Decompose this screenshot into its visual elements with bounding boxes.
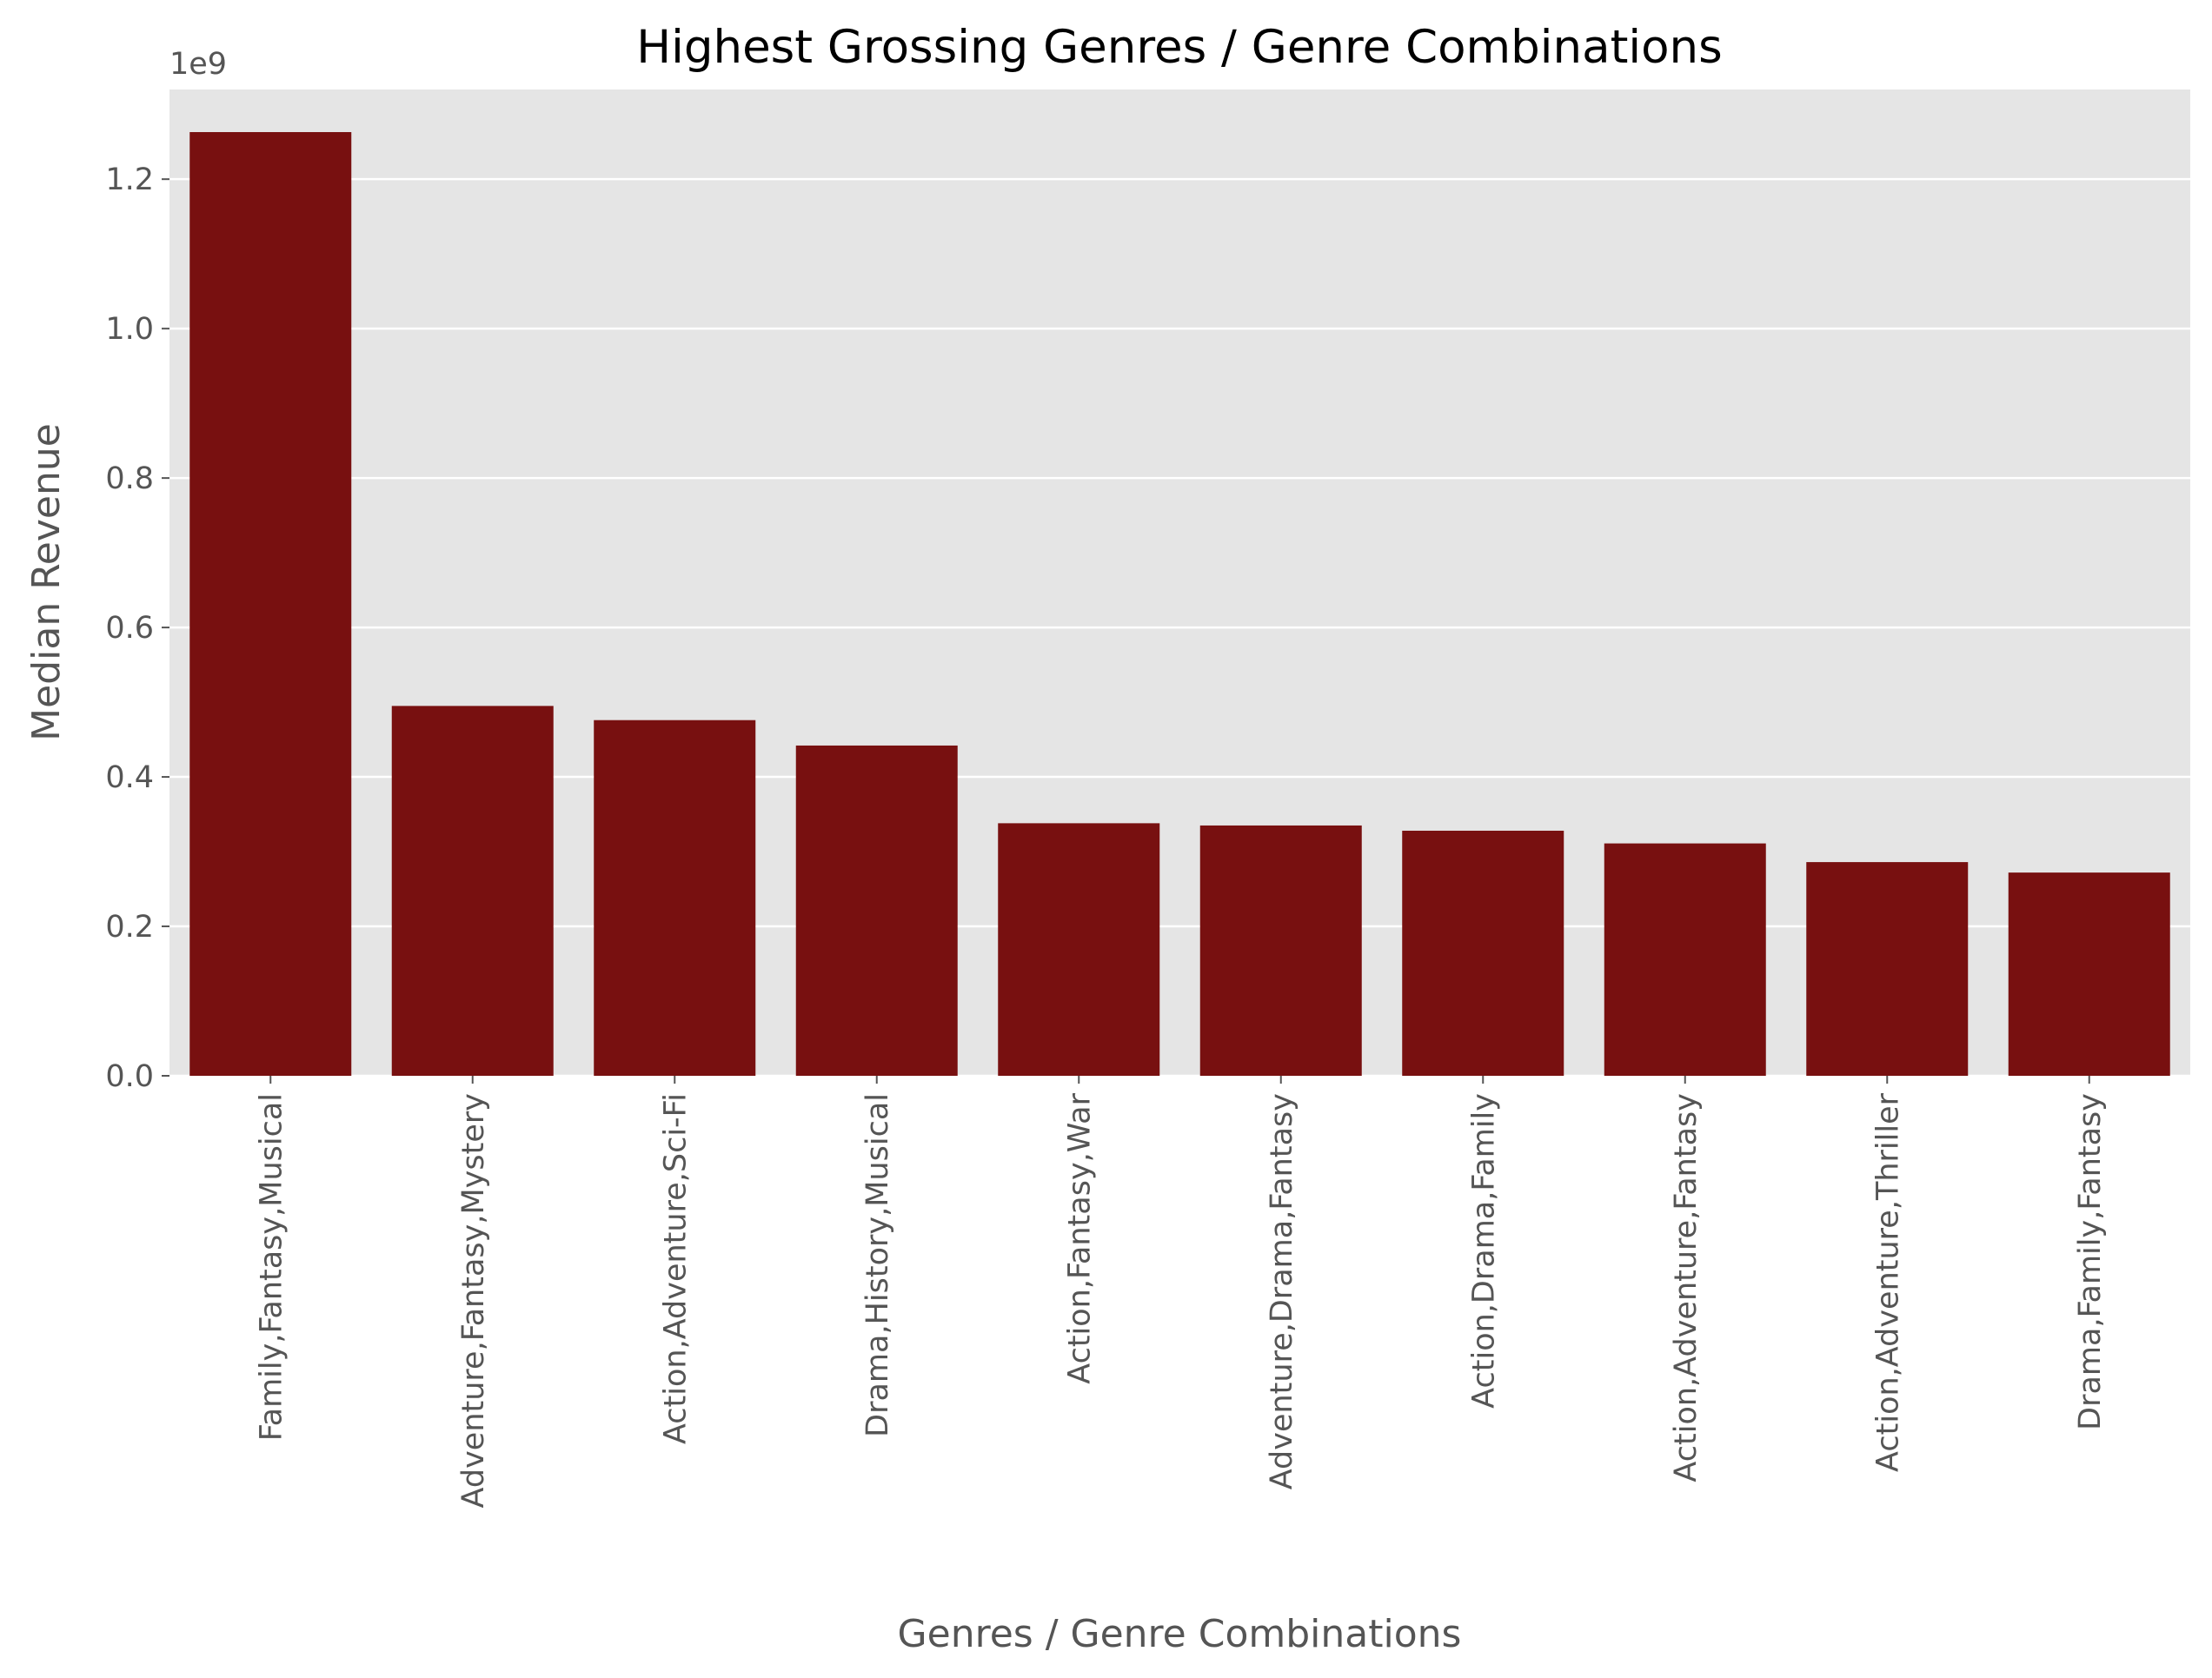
y-axis-offset-label: 1e9 bbox=[169, 47, 227, 82]
bar bbox=[391, 706, 554, 1076]
bar bbox=[594, 720, 756, 1076]
x-tick-label: Action,Adventure,Sci-Fi bbox=[658, 1093, 693, 1444]
x-tick-label: Action,Adventure,Fantasy bbox=[1669, 1093, 1704, 1482]
bar bbox=[1402, 830, 1564, 1076]
y-tick-label: 0.0 bbox=[105, 1059, 154, 1094]
bar bbox=[1806, 862, 1969, 1076]
y-axis-ticks: 0.0 0.2 0.4 0.6 0.8 1.0 1.2 bbox=[105, 162, 169, 1094]
y-tick-label: 1.0 bbox=[105, 312, 154, 347]
x-tick-label: Adventure,Fantasy,Mystery bbox=[456, 1093, 491, 1508]
x-tick-label: Family,Fantasy,Musical bbox=[254, 1093, 289, 1441]
x-tick-label: Action,Drama,Family bbox=[1466, 1093, 1501, 1409]
chart-title: Highest Grossing Genres / Genre Combinat… bbox=[636, 21, 1722, 74]
bar bbox=[2008, 872, 2170, 1076]
bar bbox=[189, 132, 352, 1077]
x-tick-label: Drama,History,Musical bbox=[860, 1093, 895, 1437]
bar bbox=[795, 745, 958, 1076]
bar bbox=[1199, 825, 1362, 1076]
y-axis-label: Median Revenue bbox=[24, 423, 69, 741]
x-tick-label: Drama,Family,Fantasy bbox=[2073, 1093, 2108, 1430]
y-tick-label: 0.2 bbox=[105, 910, 154, 945]
bar bbox=[1604, 843, 1766, 1076]
x-tick-label: Action,Adventure,Thriller bbox=[1870, 1092, 1905, 1472]
x-axis-ticks: Family,Fantasy,Musical Adventure,Fantasy,… bbox=[254, 1076, 2108, 1508]
y-tick-label: 0.4 bbox=[105, 760, 154, 795]
x-tick-label: Action,Fantasy,War bbox=[1062, 1092, 1097, 1383]
y-tick-label: 0.8 bbox=[105, 461, 154, 496]
y-tick-label: 1.2 bbox=[105, 162, 154, 197]
bars bbox=[189, 132, 2170, 1077]
bar bbox=[998, 823, 1160, 1076]
y-tick-label: 0.6 bbox=[105, 611, 154, 646]
x-axis-label: Genres / Genre Combinations bbox=[898, 1612, 1462, 1656]
x-tick-label: Adventure,Drama,Fantasy bbox=[1265, 1093, 1299, 1489]
